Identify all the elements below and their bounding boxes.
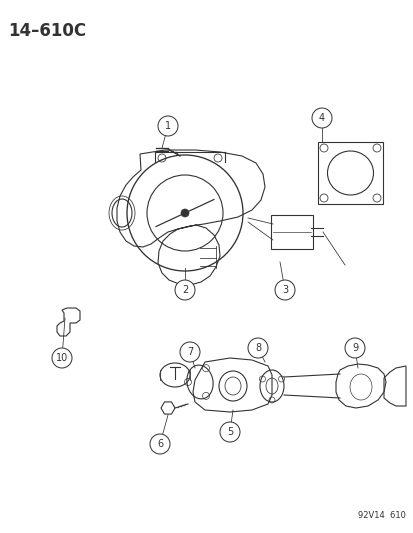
Text: 3: 3 [281, 285, 287, 295]
Text: 6: 6 [157, 439, 163, 449]
Text: 8: 8 [254, 343, 261, 353]
Circle shape [219, 422, 240, 442]
Circle shape [150, 434, 170, 454]
Text: 10: 10 [56, 353, 68, 363]
Text: 9: 9 [351, 343, 357, 353]
Text: 14–610C: 14–610C [8, 22, 86, 40]
Circle shape [344, 338, 364, 358]
Circle shape [158, 116, 178, 136]
Text: 92V14  610: 92V14 610 [357, 511, 405, 520]
Text: 7: 7 [186, 347, 192, 357]
Circle shape [180, 342, 199, 362]
Circle shape [52, 348, 72, 368]
Circle shape [180, 209, 189, 217]
Text: 2: 2 [181, 285, 188, 295]
Circle shape [274, 280, 294, 300]
Text: 5: 5 [226, 427, 233, 437]
Circle shape [311, 108, 331, 128]
Text: 1: 1 [164, 121, 171, 131]
Circle shape [175, 280, 195, 300]
Text: 4: 4 [318, 113, 324, 123]
Circle shape [247, 338, 267, 358]
